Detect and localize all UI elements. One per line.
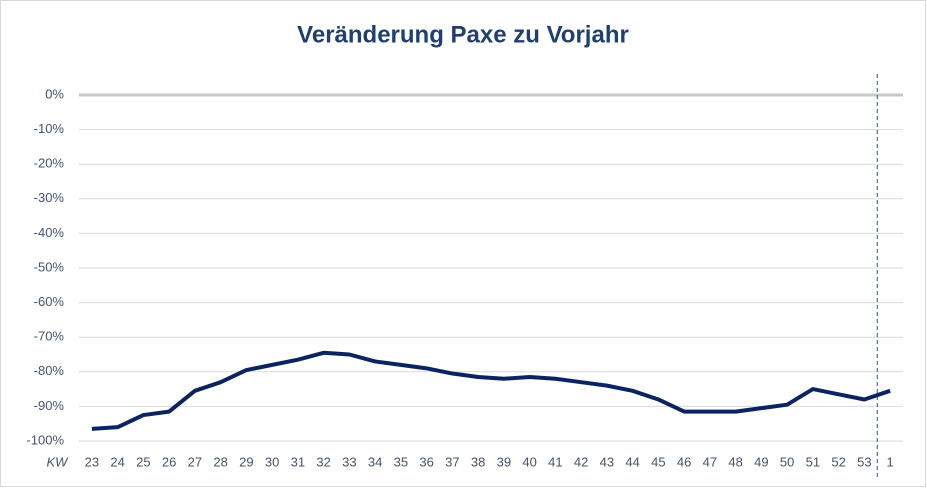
- x-tick-label: 49: [754, 454, 768, 469]
- y-tick-label: -20%: [34, 156, 65, 171]
- x-tick-label: 53: [857, 454, 871, 469]
- x-tick-label: 31: [291, 454, 305, 469]
- x-tick-label: 47: [703, 454, 717, 469]
- x-tick-label: 33: [342, 454, 356, 469]
- y-tick-label: -80%: [34, 363, 65, 378]
- x-tick-label: 32: [316, 454, 330, 469]
- x-tick-label: 52: [831, 454, 845, 469]
- x-tick-label: 41: [548, 454, 562, 469]
- x-tick-label: 34: [368, 454, 382, 469]
- x-tick-label: 30: [265, 454, 279, 469]
- y-tick-label: -100%: [26, 432, 64, 447]
- x-tick-label: 38: [471, 454, 485, 469]
- x-tick-label: 46: [677, 454, 691, 469]
- x-tick-label: 51: [806, 454, 820, 469]
- x-tick-label: 24: [110, 454, 124, 469]
- x-tick-label: 29: [239, 454, 253, 469]
- x-tick-label: 27: [188, 454, 202, 469]
- y-tick-label: -70%: [34, 329, 65, 344]
- x-tick-label: 50: [780, 454, 794, 469]
- x-tick-label: 43: [600, 454, 614, 469]
- x-tick-label: 44: [625, 454, 639, 469]
- x-tick-label: 39: [497, 454, 511, 469]
- x-tick-label: 35: [394, 454, 408, 469]
- x-axis-label: KW: [47, 454, 70, 469]
- x-tick-label: 36: [419, 454, 433, 469]
- y-tick-label: 0%: [45, 86, 64, 101]
- data-line: [91, 350, 891, 431]
- x-tick-label: 1: [887, 454, 894, 469]
- y-tick-label: -50%: [34, 259, 65, 274]
- x-tick-label: 48: [728, 454, 742, 469]
- x-tick-label: 26: [162, 454, 176, 469]
- x-tick-label: 37: [445, 454, 459, 469]
- chart-title: Veränderung Paxe zu Vorjahr: [297, 21, 629, 48]
- y-tick-label: -40%: [34, 225, 65, 240]
- y-tick-label: -30%: [34, 190, 65, 205]
- x-tick-label: 23: [85, 454, 99, 469]
- y-tick-label: -10%: [34, 121, 65, 136]
- x-tick-label: 45: [651, 454, 665, 469]
- y-tick-label: -60%: [34, 294, 65, 309]
- x-tick-label: 25: [136, 454, 150, 469]
- y-tick-label: -90%: [34, 398, 65, 413]
- x-tick-label: 40: [522, 454, 536, 469]
- x-tick-label: 28: [213, 454, 227, 469]
- x-tick-label: 42: [574, 454, 588, 469]
